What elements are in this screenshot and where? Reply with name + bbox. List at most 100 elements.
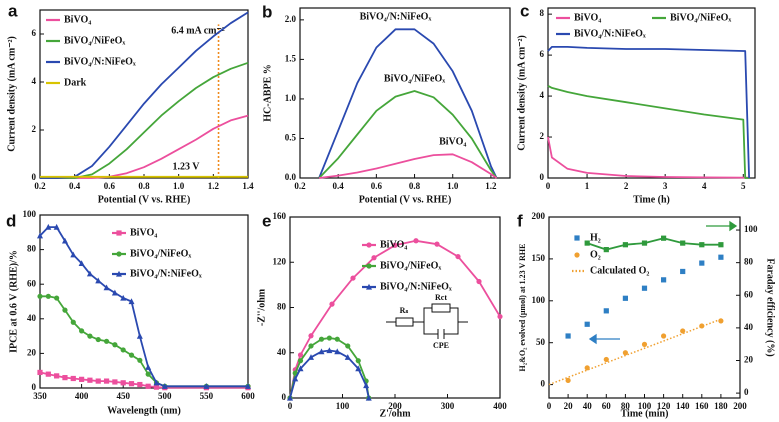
annotation: 1.23 V: [172, 161, 200, 172]
marker: [355, 358, 361, 364]
marker: [120, 347, 126, 353]
x-tick-label: 500: [158, 391, 172, 401]
marker: [297, 358, 304, 364]
x-tick-label: 200: [733, 401, 747, 411]
x-tick-label: 140: [676, 401, 690, 411]
x-tick-label: 20: [564, 401, 574, 411]
marker: [308, 333, 314, 339]
y-tick-label: 160: [273, 211, 287, 221]
marker: [137, 381, 143, 388]
circuit-label: CPE: [433, 341, 449, 350]
legend-label: O₂: [590, 249, 601, 260]
legend-label: BiVO₄/NiFeOₓ: [380, 260, 441, 271]
panel-label: d: [6, 211, 16, 230]
marker: [326, 347, 333, 354]
marker: [718, 318, 724, 324]
marker: [680, 328, 686, 334]
marker: [622, 350, 629, 356]
series-line: [547, 85, 750, 179]
x-tick-label: 120: [657, 401, 671, 411]
y2-tick-label: 80: [744, 257, 754, 267]
y-tick-label: 100: [23, 209, 37, 219]
x-axis-title: Potential (V vs. RHE): [359, 194, 452, 205]
x-tick-label: 3: [663, 181, 668, 191]
y-tick-label: 0: [541, 379, 546, 389]
series-label: BiVO₄/NiFeOₓ: [384, 73, 445, 84]
x-tick-label: 550: [200, 391, 214, 401]
marker: [161, 383, 168, 389]
y-tick-label: 60: [27, 278, 37, 288]
y2-tick-label: 60: [744, 289, 754, 299]
circuit-label: Rct: [435, 293, 447, 302]
marker: [87, 333, 93, 339]
x-tick-label: 1.4: [242, 181, 254, 191]
marker: [120, 294, 127, 301]
x-tick-label: 0: [546, 181, 551, 191]
legend-label: Dark: [64, 77, 87, 88]
x-tick-label: 300: [441, 401, 455, 411]
x-tick-label: 1: [585, 181, 590, 191]
y-tick-label: 40: [27, 313, 37, 323]
marker: [79, 328, 85, 334]
marker: [95, 336, 101, 343]
x-tick-label: 180: [714, 401, 728, 411]
marker: [145, 371, 151, 377]
y2-tick-label: 100: [744, 224, 758, 234]
marker: [603, 356, 609, 363]
legend-label: BiVO₄: [130, 227, 157, 238]
marker: [245, 383, 251, 389]
marker: [355, 365, 362, 372]
y-tick-label: 6: [540, 49, 545, 59]
y-axis-title: Current density (mA cm⁻²): [516, 35, 527, 151]
legend-marker: [116, 230, 122, 236]
marker: [145, 383, 151, 389]
x-tick-label: 0.2: [34, 181, 46, 191]
x-tick-label: 600: [241, 391, 255, 401]
circuit-inset: [386, 303, 468, 339]
y-tick-label: 4: [32, 76, 37, 86]
y-tick-label: 0.5: [285, 133, 297, 143]
marker: [308, 343, 314, 349]
marker: [392, 242, 398, 248]
y-tick-label: 120: [273, 256, 287, 266]
plot-frame: [547, 7, 756, 179]
y-tick-label: 4: [540, 90, 545, 100]
plot-frame: [299, 7, 511, 179]
y2-tick-label: 0: [744, 387, 749, 397]
y-tick-label: 100: [532, 295, 546, 305]
series-label: BiVO₄: [439, 137, 466, 148]
marker: [455, 253, 461, 260]
marker: [680, 268, 686, 275]
x-axis-title: Wavelength (nm): [107, 405, 181, 416]
legend-marker: [116, 270, 122, 277]
y-tick-label: 20: [27, 347, 37, 357]
legend-label: BiVO₄/NiFeOₓ: [64, 35, 125, 46]
legend-label: BiVO₄/N:NiFeOₓ: [64, 56, 136, 67]
marker: [318, 336, 325, 342]
series-line: [547, 136, 750, 179]
legend-label: BiVO₄: [380, 239, 407, 250]
series-line: [547, 46, 750, 179]
x-tick-label: 450: [116, 391, 130, 401]
marker: [70, 375, 76, 382]
x-tick-label: 80: [621, 401, 631, 411]
marker: [37, 232, 43, 239]
marker: [641, 341, 648, 347]
marker: [476, 278, 482, 285]
y-tick-label: 40: [277, 347, 287, 357]
panel-label: a: [8, 1, 18, 20]
y-axis-title: -Z''/ohm: [256, 288, 267, 326]
marker: [128, 298, 135, 305]
marker: [61, 237, 68, 244]
marker: [103, 284, 110, 291]
y-tick-label: 0.0: [285, 172, 297, 182]
y-tick-label: 50: [536, 337, 546, 347]
marker: [718, 254, 724, 260]
x-tick-label: 1.2: [208, 181, 220, 191]
marker: [54, 295, 60, 301]
marker: [699, 260, 705, 266]
x-tick-label: 1.2: [485, 181, 497, 191]
x-tick-label: 0.2: [294, 181, 306, 191]
legend-marker: [116, 251, 122, 257]
y-tick-label: 1.0: [285, 93, 297, 103]
